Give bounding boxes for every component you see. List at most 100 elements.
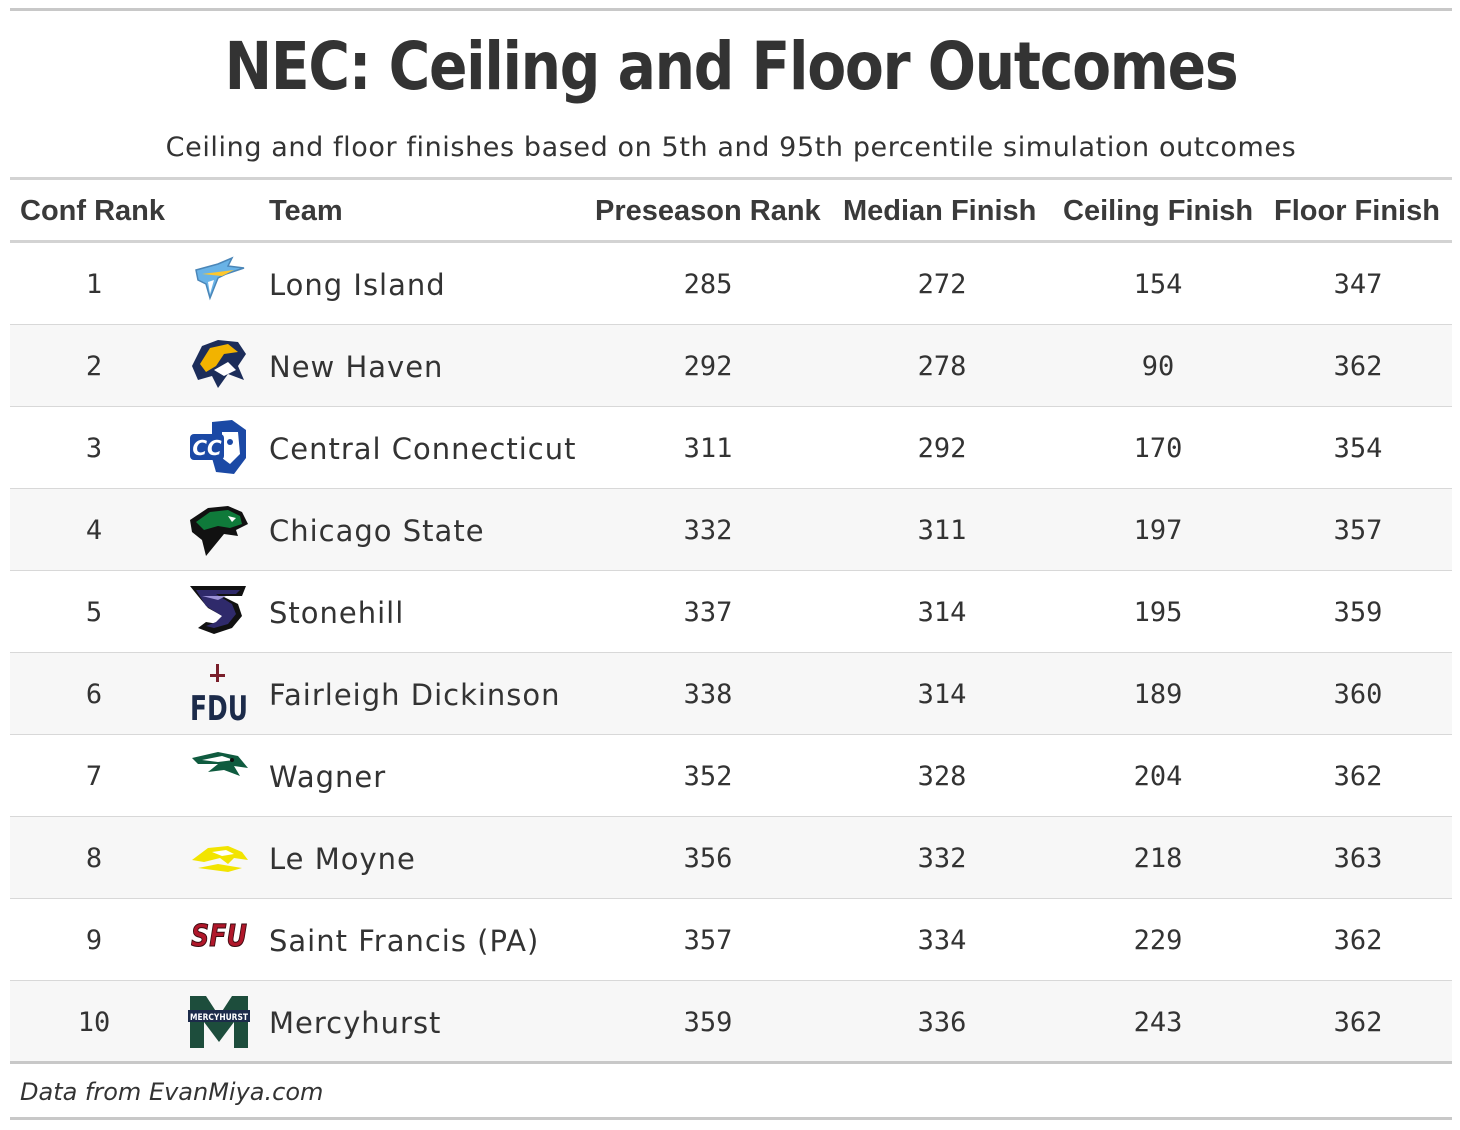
floor-finish-cell: 362 — [1333, 351, 1383, 382]
table-figure: NEC: Ceiling and Floor Outcomes Ceiling … — [10, 0, 1452, 1130]
conf-rank-cell: 10 — [77, 1007, 111, 1038]
floor-finish-cell: 362 — [1333, 1007, 1383, 1038]
table-row: 7 Wagner 352 328 204 362 — [10, 735, 1452, 817]
svg-text:SFU: SFU — [191, 919, 247, 954]
ceiling-finish-cell: 204 — [1133, 761, 1183, 792]
median-finish-cell: 332 — [917, 843, 967, 874]
footer-rule — [10, 1117, 1452, 1120]
table-row: 10 MERCYHURST Mercyhurst 359 336 243 362 — [10, 981, 1452, 1063]
ceiling-finish-cell: 243 — [1133, 1007, 1183, 1038]
team-name-cell: Fairleigh Dickinson — [269, 678, 561, 712]
median-finish-cell: 334 — [917, 925, 967, 956]
median-finish-cell: 292 — [917, 433, 967, 464]
ceiling-finish-cell: 189 — [1133, 679, 1183, 710]
team-name-cell: Stonehill — [269, 596, 405, 630]
top-rule — [10, 8, 1452, 11]
header-preseason-rank: Preseason Rank — [595, 195, 821, 227]
ceiling-finish-cell: 197 — [1133, 515, 1183, 546]
table-bottom-rule — [10, 1061, 1452, 1064]
median-finish-cell: 314 — [917, 597, 967, 628]
conf-rank-cell: 9 — [85, 925, 103, 956]
team-name-cell: Central Connecticut — [269, 432, 577, 466]
conf-rank-cell: 4 — [85, 515, 103, 546]
table-row: 9 SFU Saint Francis (PA) 357 334 229 362 — [10, 899, 1452, 981]
conf-rank-cell: 5 — [85, 597, 103, 628]
ceiling-finish-cell: 229 — [1133, 925, 1183, 956]
header-median-finish: Median Finish — [843, 195, 1037, 227]
header-floor-finish: Floor Finish — [1274, 195, 1440, 227]
stonehill-s-logo — [188, 582, 250, 640]
chart-subtitle: Ceiling and floor finishes based on 5th … — [165, 132, 1297, 163]
team-name-cell: New Haven — [269, 350, 444, 384]
preseason-rank-cell: 337 — [683, 597, 733, 628]
table-row: 8 Le Moyne 356 332 218 363 — [10, 817, 1452, 899]
ceiling-finish-cell: 218 — [1133, 843, 1183, 874]
conf-rank-cell: 6 — [85, 679, 103, 710]
floor-finish-cell: 363 — [1333, 843, 1383, 874]
preseason-rank-cell: 359 — [683, 1007, 733, 1038]
team-name-cell: Saint Francis (PA) — [269, 924, 540, 958]
team-name-cell: Chicago State — [269, 514, 485, 548]
chart-title: NEC: Ceiling and Floor Outcomes — [224, 28, 1239, 105]
header-top-rule — [10, 177, 1452, 180]
table-header: Conf Rank Team Preseason Rank Median Fin… — [10, 180, 1452, 240]
floor-finish-cell: 354 — [1333, 433, 1383, 464]
team-name-cell: Le Moyne — [269, 842, 416, 876]
preseason-rank-cell: 356 — [683, 843, 733, 874]
team-name-cell: Wagner — [269, 760, 387, 794]
header-ceiling-finish: Ceiling Finish — [1063, 195, 1254, 227]
preseason-rank-cell: 285 — [683, 269, 733, 300]
floor-finish-cell: 359 — [1333, 597, 1383, 628]
ceiling-finish-cell: 170 — [1133, 433, 1183, 464]
wagner-seahawk-logo — [188, 746, 250, 804]
median-finish-cell: 278 — [917, 351, 967, 382]
chicago-state-cougar-logo — [188, 500, 250, 558]
table-row: 6 FDU Fairleigh Dickinson 338 314 189 360 — [10, 653, 1452, 735]
header-conf-rank: Conf Rank — [20, 195, 165, 227]
median-finish-cell: 328 — [917, 761, 967, 792]
floor-finish-cell: 362 — [1333, 761, 1383, 792]
table-body: 1 Long Island 285 272 154 347 2 New Haven 292 2… — [10, 243, 1452, 1063]
floor-finish-cell: 357 — [1333, 515, 1383, 546]
ceiling-finish-cell: 154 — [1133, 269, 1183, 300]
median-finish-cell: 272 — [917, 269, 967, 300]
svg-text:FDU: FDU — [190, 689, 248, 722]
preseason-rank-cell: 332 — [683, 515, 733, 546]
table-row: 1 Long Island 285 272 154 347 — [10, 243, 1452, 325]
svg-text:MERCYHURST: MERCYHURST — [190, 1013, 249, 1023]
floor-finish-cell: 347 — [1333, 269, 1383, 300]
table-row: 2 New Haven 292 278 90 362 — [10, 325, 1452, 407]
table-row: 3 CC Central Connecticut 311 292 170 354 — [10, 407, 1452, 489]
preseason-rank-cell: 352 — [683, 761, 733, 792]
header-team: Team — [269, 195, 343, 227]
conf-rank-cell: 8 — [85, 843, 103, 874]
team-name-cell: Long Island — [269, 268, 446, 302]
conf-rank-cell: 3 — [85, 433, 103, 464]
le-moyne-dolphin-logo — [188, 828, 250, 886]
table-row: 5 Stonehill 337 314 195 359 — [10, 571, 1452, 653]
ceiling-finish-cell: 195 — [1133, 597, 1183, 628]
svg-text:CC: CC — [192, 436, 222, 460]
conf-rank-cell: 1 — [85, 269, 103, 300]
source-note: Data from EvanMiya.com — [20, 1078, 324, 1106]
central-connecticut-blue-devil-logo: CC — [188, 418, 250, 476]
conf-rank-cell: 2 — [85, 351, 103, 382]
median-finish-cell: 336 — [917, 1007, 967, 1038]
preseason-rank-cell: 338 — [683, 679, 733, 710]
median-finish-cell: 311 — [917, 515, 967, 546]
mercyhurst-m-logo: MERCYHURST — [188, 992, 250, 1050]
median-finish-cell: 314 — [917, 679, 967, 710]
sfu-logo: SFU — [188, 910, 250, 968]
ceiling-finish-cell: 90 — [1141, 351, 1175, 382]
long-island-shark-logo — [188, 254, 250, 312]
header-bottom-rule — [10, 240, 1452, 243]
team-name-cell: Mercyhurst — [269, 1006, 442, 1040]
preseason-rank-cell: 311 — [683, 433, 733, 464]
conf-rank-cell: 7 — [85, 761, 103, 792]
floor-finish-cell: 360 — [1333, 679, 1383, 710]
fdu-logo: FDU — [188, 664, 250, 729]
table-row: 4 Chicago State 332 311 197 357 — [10, 489, 1452, 571]
new-haven-charger-logo — [188, 336, 250, 394]
floor-finish-cell: 362 — [1333, 925, 1383, 956]
preseason-rank-cell: 357 — [683, 925, 733, 956]
